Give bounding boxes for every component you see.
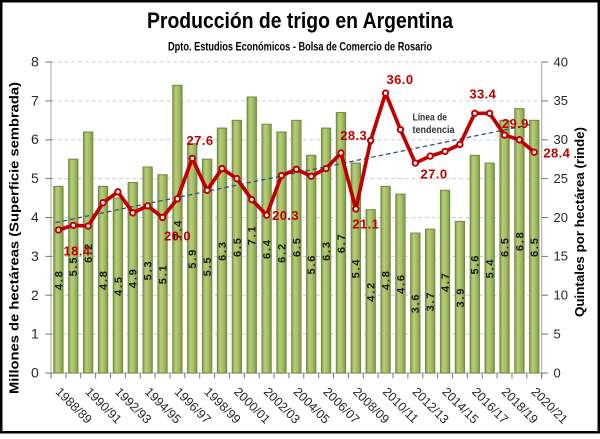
svg-text:5.3: 5.3 [143,260,155,281]
svg-text:33.4: 33.4 [469,87,496,102]
svg-text:4.5: 4.5 [113,275,125,296]
svg-text:20.0: 20.0 [164,229,191,244]
svg-text:4.2: 4.2 [366,281,378,302]
svg-text:4.9: 4.9 [128,267,140,288]
svg-text:7.1: 7.1 [247,225,259,246]
svg-text:40: 40 [554,54,568,69]
svg-text:27.6: 27.6 [187,133,214,148]
svg-text:8: 8 [31,54,39,70]
svg-text:0: 0 [31,365,39,381]
svg-text:6.5: 6.5 [499,236,511,257]
svg-text:6.8: 6.8 [514,230,526,251]
svg-text:20.3: 20.3 [272,208,299,223]
svg-text:Millones de hectáreas (Superfi: Millones de hectáreas (Superficie sembra… [7,82,22,394]
svg-text:18.4: 18.4 [64,244,91,259]
svg-text:6.2: 6.2 [83,242,95,263]
svg-text:Quintales por hectárea (rinde): Quintales por hectárea (rinde) [573,127,587,317]
svg-text:6.4: 6.4 [262,238,274,259]
svg-text:3.6: 3.6 [410,293,422,314]
svg-text:25: 25 [554,171,568,186]
svg-text:35: 35 [554,93,568,108]
svg-text:tendencia: tendencia [413,124,455,136]
svg-text:Dpto. Estudios Económicos - Bo: Dpto. Estudios Económicos - Bolsa de Com… [168,42,432,54]
svg-text:0: 0 [554,365,561,380]
svg-text:5: 5 [554,326,561,341]
svg-text:6.3: 6.3 [217,240,229,261]
svg-text:5: 5 [31,170,39,186]
svg-text:5.5: 5.5 [68,256,80,277]
svg-text:4: 4 [31,209,39,225]
svg-text:20: 20 [554,210,568,225]
svg-text:7: 7 [31,92,39,108]
svg-text:15: 15 [554,249,568,264]
svg-text:5.9: 5.9 [187,248,199,269]
svg-text:4.8: 4.8 [53,269,65,290]
svg-text:4.7: 4.7 [440,271,452,292]
svg-text:6.2: 6.2 [276,242,288,263]
svg-text:6.3: 6.3 [321,240,333,261]
svg-text:30: 30 [554,132,568,147]
svg-text:5.6: 5.6 [470,254,482,275]
svg-text:5.1: 5.1 [157,264,169,285]
svg-text:28.3: 28.3 [340,128,367,143]
svg-text:5.4: 5.4 [351,258,363,279]
svg-text:4.8: 4.8 [380,269,392,290]
svg-text:3: 3 [31,248,39,264]
svg-text:3.7: 3.7 [425,291,437,312]
svg-text:2: 2 [31,287,39,303]
svg-text:29.9: 29.9 [502,116,529,131]
svg-text:4.8: 4.8 [98,269,110,290]
svg-text:Producción de trigo en Argenti: Producción de trigo en Argentina [147,8,454,33]
svg-text:6.5: 6.5 [232,236,244,257]
svg-text:Línea de: Línea de [413,112,448,124]
svg-text:6.7: 6.7 [336,232,348,253]
svg-text:36.0: 36.0 [387,72,414,87]
svg-text:7.4: 7.4 [172,219,184,240]
svg-text:5.4: 5.4 [485,258,497,279]
svg-text:6: 6 [31,131,39,147]
svg-text:5.5: 5.5 [202,256,214,277]
svg-text:3.9: 3.9 [455,287,467,308]
svg-text:1: 1 [31,326,39,342]
svg-text:6.5: 6.5 [291,236,303,257]
svg-text:6.5: 6.5 [529,236,541,257]
svg-text:28.4: 28.4 [543,146,570,161]
svg-text:21.1: 21.1 [352,216,379,231]
svg-text:27.0: 27.0 [421,166,448,181]
svg-text:4.6: 4.6 [395,273,407,294]
svg-text:5.6: 5.6 [306,254,318,275]
svg-text:10: 10 [554,288,568,303]
